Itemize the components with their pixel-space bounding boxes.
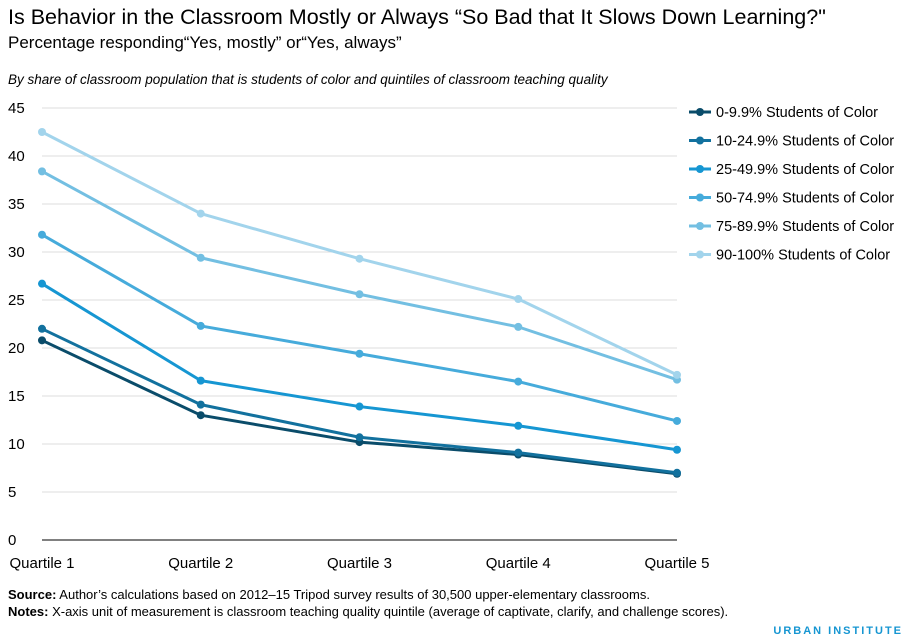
legend: 0-9.9% Students of Color 10-24.9% Student…: [689, 105, 894, 264]
legend-marker: [696, 165, 704, 173]
data-point: [673, 445, 681, 454]
x-tick-label: Quartile 3: [327, 555, 392, 572]
y-tick-label: 15: [8, 388, 25, 405]
data-point: [38, 167, 46, 176]
gridlines: [42, 107, 677, 541]
legend-marker: [696, 108, 704, 116]
data-point: [514, 322, 523, 331]
chart-caption: By share of classroom population that is…: [8, 72, 608, 87]
x-tick-label: Quartile 5: [644, 555, 709, 572]
data-point: [355, 402, 364, 411]
data-point: [196, 400, 205, 409]
chart-footer: Source: Author’s calculations based on 2…: [8, 586, 768, 620]
y-tick-label: 10: [8, 436, 25, 453]
source-text: Author’s calculations based on 2012–15 T…: [56, 587, 650, 602]
data-point: [355, 349, 364, 358]
data-point: [514, 295, 523, 304]
series-lines: [38, 128, 681, 478]
y-tick-label: 45: [8, 100, 25, 117]
legend-item: 75-89.9% Students of Color: [689, 219, 894, 235]
data-point: [355, 433, 364, 442]
legend-label: 25-49.9% Students of Color: [716, 162, 894, 178]
legend-marker: [696, 193, 704, 202]
source-note: Source: Author’s calculations based on 2…: [8, 586, 768, 603]
series-line: [40, 282, 679, 452]
legend-marker: [696, 136, 704, 145]
data-point: [196, 253, 205, 262]
notes: Notes: X-axis unit of measurement is cla…: [8, 603, 768, 620]
data-point: [196, 376, 205, 385]
data-point: [514, 448, 523, 457]
data-point: [196, 411, 205, 420]
data-point: [38, 128, 46, 136]
legend-item: 90-100% Students of Color: [689, 248, 890, 264]
y-axis-ticks: 0 5 10 15 20 25 30 35 40 45: [8, 100, 25, 549]
legend-label: 10-24.9% Students of Color: [716, 134, 894, 150]
series-3: [38, 279, 681, 454]
source-label: Source:: [8, 587, 57, 602]
notes-text: X-axis unit of measurement is classroom …: [48, 604, 729, 619]
data-point: [38, 230, 46, 239]
data-point: [38, 324, 46, 333]
y-tick-label: 40: [8, 148, 25, 165]
legend-item: 0-9.9% Students of Color: [689, 105, 878, 121]
y-tick-label: 20: [8, 340, 25, 357]
notes-label: Notes:: [8, 604, 49, 619]
y-tick-label: 35: [8, 196, 25, 213]
data-point: [514, 421, 523, 430]
x-tick-label: Quartile 2: [168, 555, 233, 572]
x-tick-label: Quartile 1: [9, 555, 74, 572]
data-point: [673, 370, 681, 379]
data-point: [196, 209, 205, 218]
legend-marker: [696, 222, 704, 230]
y-tick-label: 25: [8, 292, 25, 309]
data-point: [673, 468, 681, 477]
brand-logo: URBAN INSTITUTE: [773, 625, 903, 637]
data-point: [355, 290, 364, 299]
legend-label: 50-74.9% Students of Color: [716, 191, 894, 207]
series-5: [38, 167, 681, 384]
data-point: [355, 254, 364, 263]
data-point: [196, 321, 205, 330]
series-2: [38, 324, 681, 477]
y-tick-label: 5: [8, 484, 16, 501]
legend-item: 10-24.9% Students of Color: [689, 134, 894, 150]
series-line: [40, 130, 679, 377]
data-point: [38, 279, 46, 288]
data-point: [38, 336, 46, 345]
data-point: [514, 377, 523, 386]
chart-subtitle: Percentage responding“Yes, mostly” or“Ye…: [8, 33, 402, 52]
chart-title: Is Behavior in the Classroom Mostly or A…: [8, 5, 826, 29]
y-tick-label: 30: [8, 244, 25, 261]
x-tick-label: Quartile 4: [486, 555, 551, 572]
data-point: [673, 416, 681, 425]
legend-label: 75-89.9% Students of Color: [716, 219, 894, 235]
x-axis-ticks: Quartile 1 Quartile 2 Quartile 3 Quartile 4…: [9, 555, 709, 572]
legend-item: 25-49.9% Students of Color: [689, 162, 894, 178]
legend-item: 50-74.9% Students of Color: [689, 191, 894, 207]
series-4: [38, 230, 681, 425]
y-tick-label: 0: [8, 532, 16, 549]
series-6: [38, 128, 681, 379]
legend-label: 90-100% Students of Color: [716, 248, 890, 264]
legend-label: 0-9.9% Students of Color: [716, 105, 878, 121]
legend-marker: [696, 250, 704, 259]
